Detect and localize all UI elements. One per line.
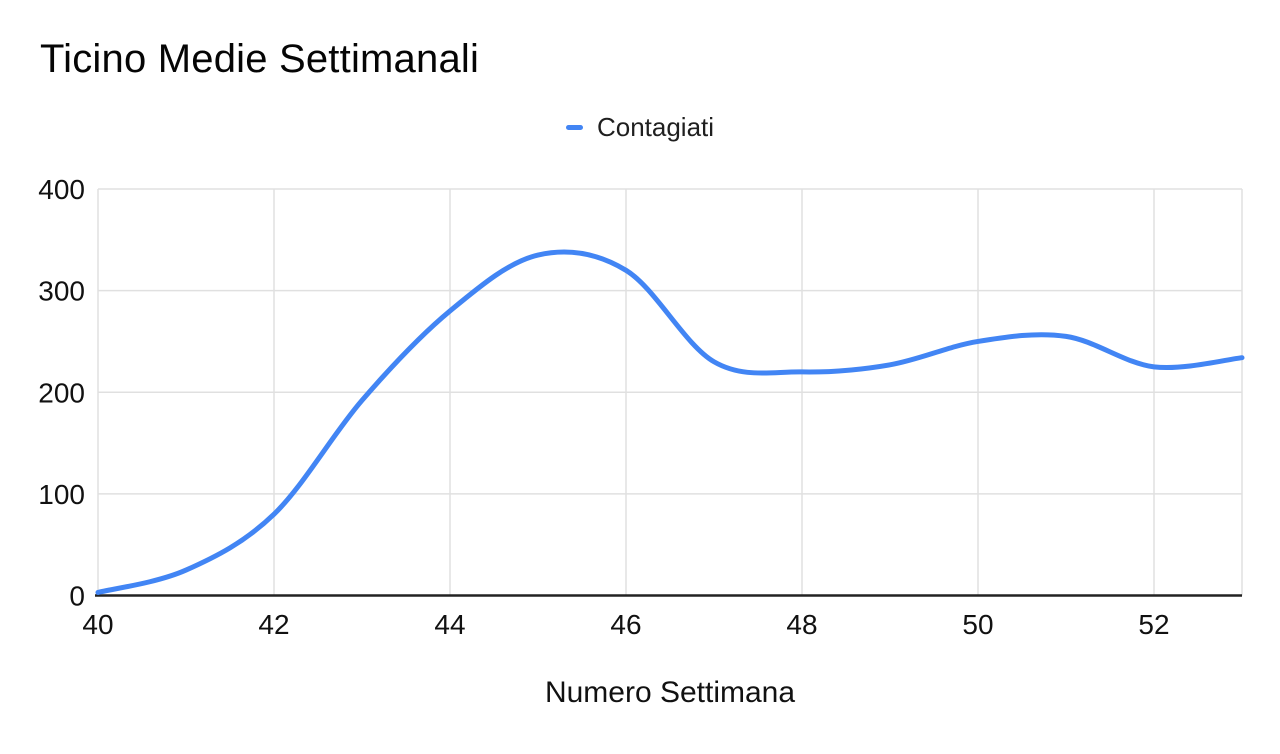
y-tick-label: 300: [38, 276, 85, 307]
x-tick-label: 40: [82, 609, 113, 640]
series-line-contagiati: [95, 249, 1245, 595]
x-tick-label: 46: [610, 609, 641, 640]
y-tick-label: 100: [38, 479, 85, 510]
x-tick-label: 48: [786, 609, 817, 640]
x-tick-label: 52: [1138, 609, 1169, 640]
chart-title: Ticino Medie Settimanali: [40, 37, 480, 81]
y-tick-label: 200: [38, 377, 85, 408]
legend-series-dash-icon: [565, 125, 583, 130]
y-tick-label: 400: [38, 174, 85, 205]
legend-series-label: Contagiati: [596, 112, 715, 142]
y-tick-label: 0: [69, 581, 85, 612]
x-tick-label: 50: [962, 609, 993, 640]
legend: Contagiati: [0, 112, 1280, 143]
x-tick-label: 42: [258, 609, 289, 640]
x-tick-label: 44: [434, 609, 465, 640]
x-axis-title: Numero Settimana: [544, 676, 796, 709]
